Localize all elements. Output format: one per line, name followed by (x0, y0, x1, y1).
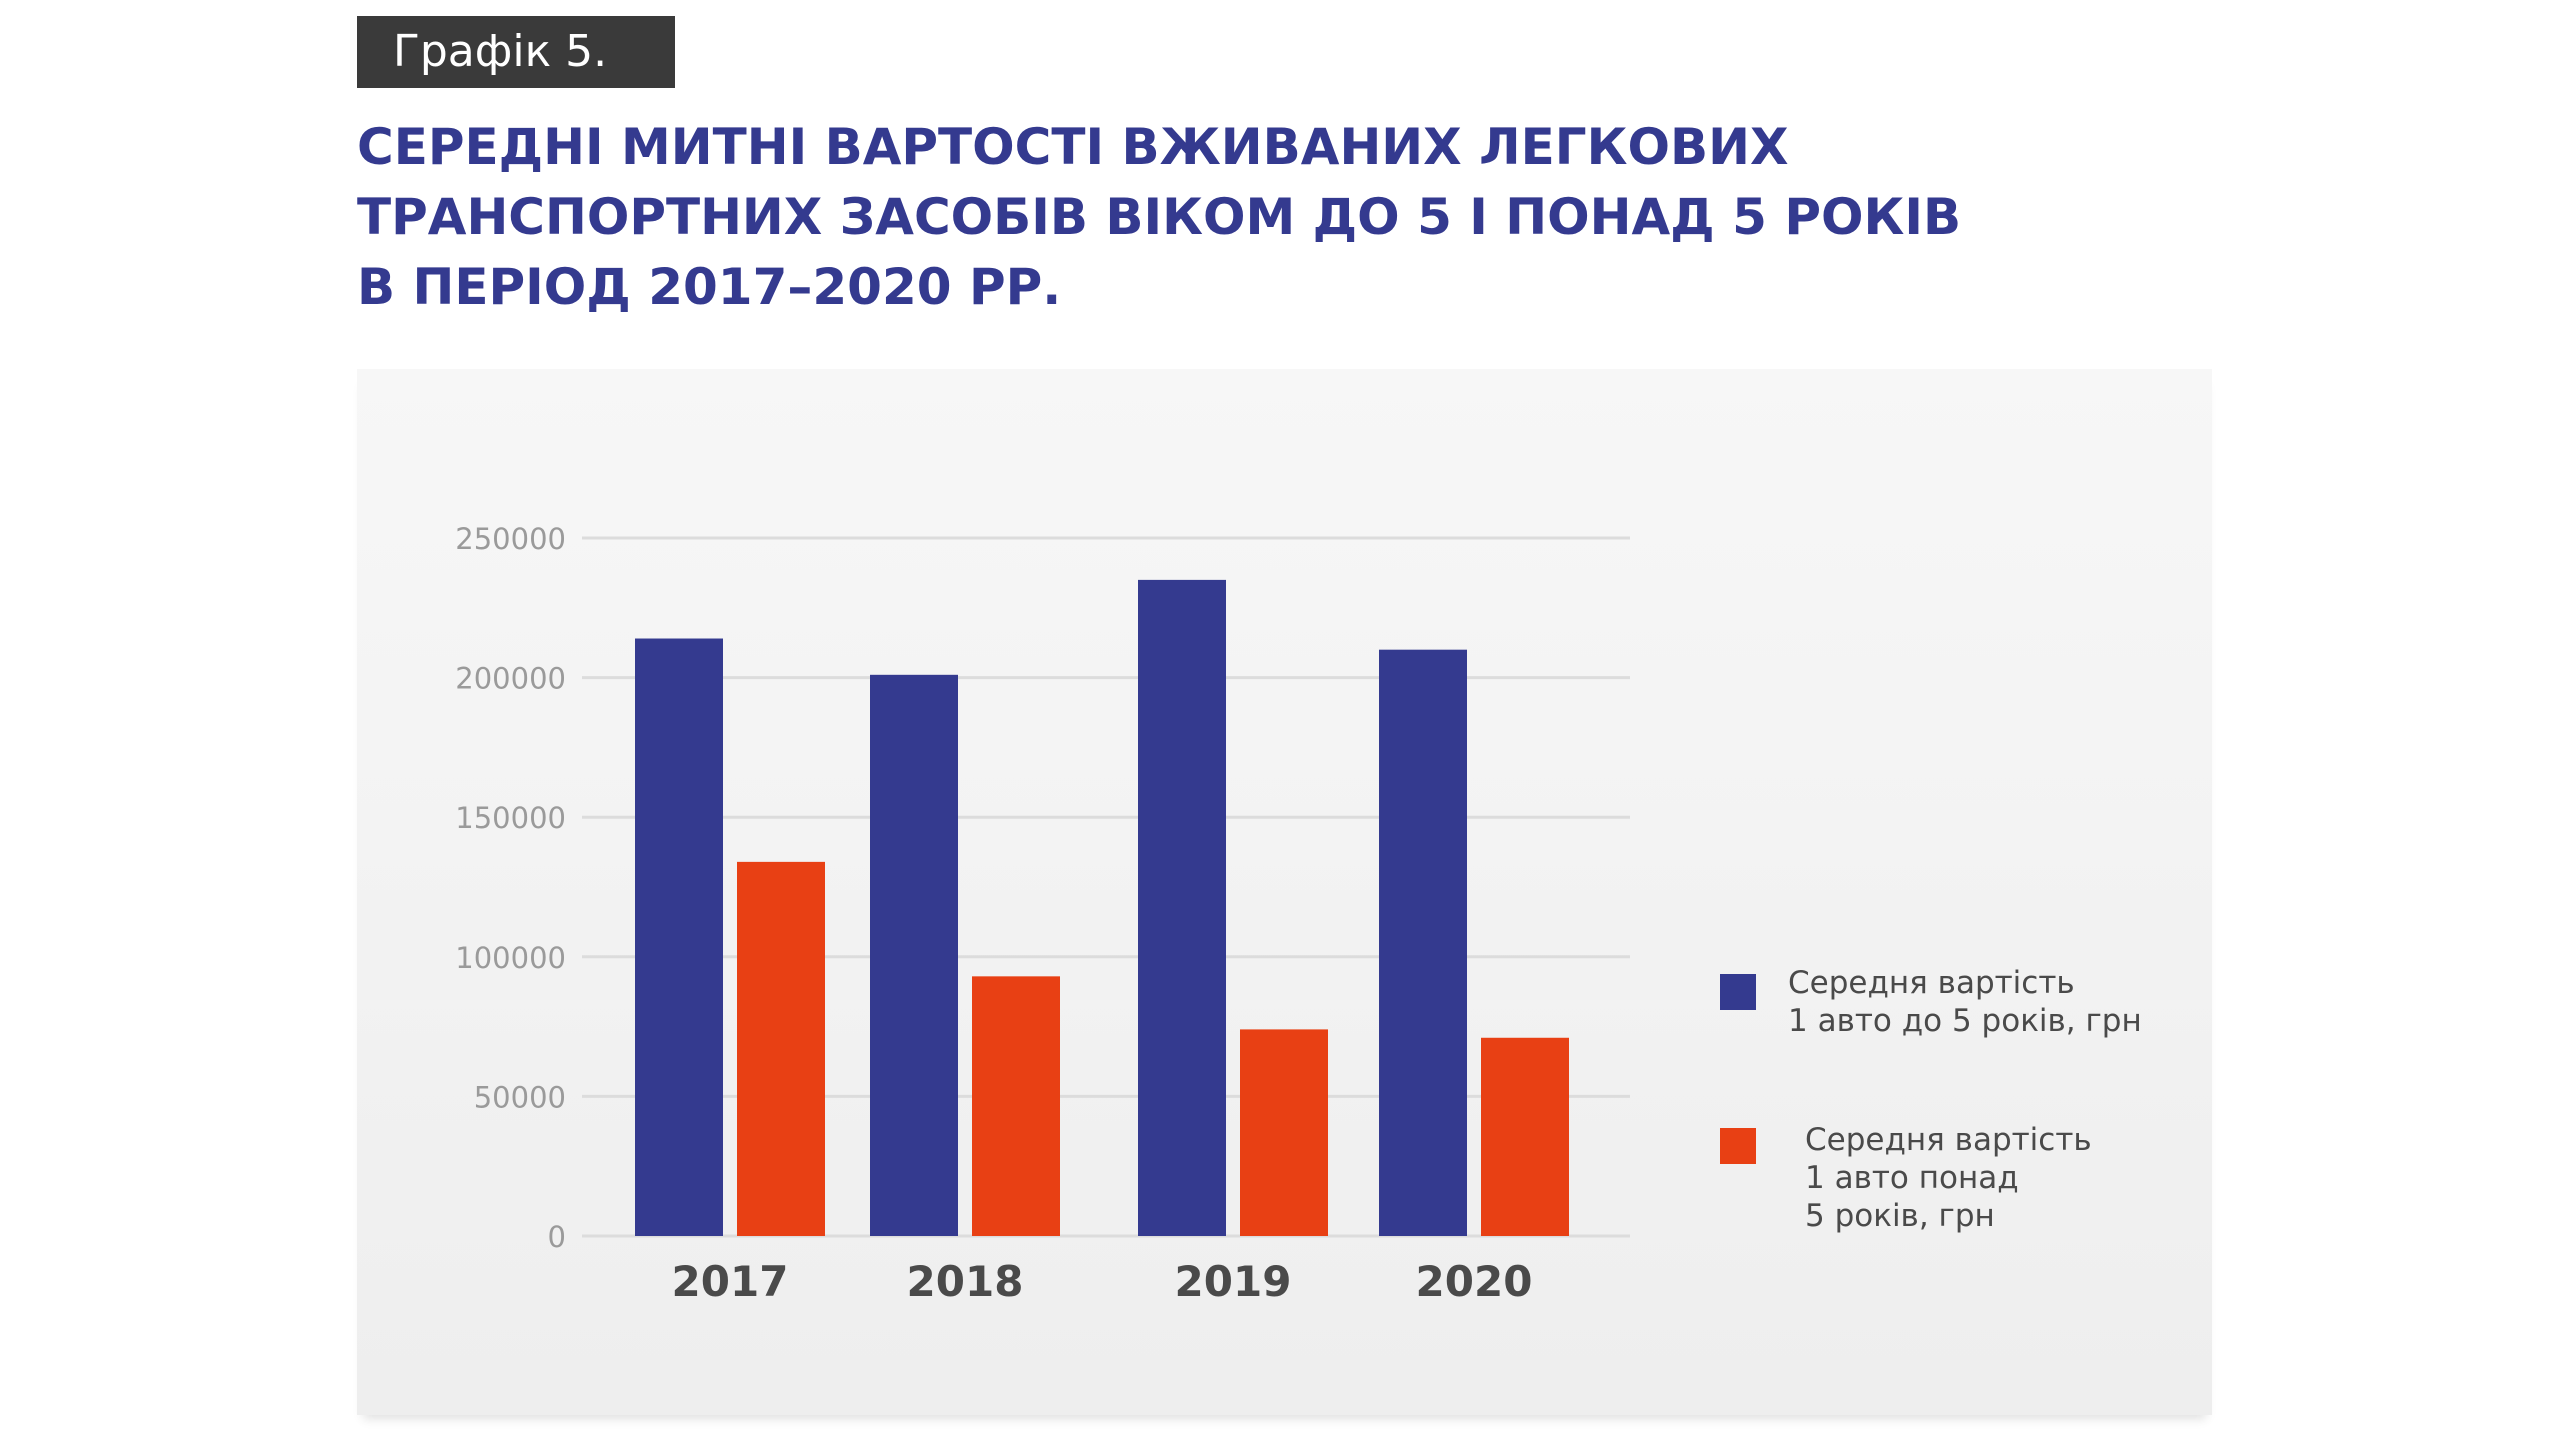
legend-label-series-1-line-2: 1 авто до 5 років, грн (1788, 1003, 2142, 1039)
chart-number-badge: Графік 5. (357, 16, 675, 88)
y-tick-label-4: 200000 (455, 662, 566, 696)
bar-2019-series-2 (1240, 1029, 1328, 1236)
legend-label-series-1-line-1: Середня вартість (1788, 965, 2075, 1001)
y-tick-label-3: 150000 (455, 801, 566, 835)
bar-2017-series-1 (635, 638, 723, 1236)
chart-title-line-2: ТРАНСПОРТНИХ ЗАСОБІВ ВІКОМ ДО 5 І ПОНАД … (357, 188, 1962, 246)
y-tick-label-2: 100000 (455, 941, 566, 975)
chart-bars (635, 579, 1569, 1236)
bar-2017-series-2 (737, 861, 825, 1236)
x-tick-label-2020: 2020 (1416, 1257, 1533, 1306)
chart-legend: Середня вартість 1 авто до 5 років, грн … (1720, 965, 2142, 1234)
legend-label-series-2-line-1: Середня вартість (1805, 1122, 2092, 1158)
chart-title-line-3: В ПЕРІОД 2017–2020 РР. (357, 258, 1062, 316)
bar-2020-series-1 (1379, 649, 1467, 1236)
legend-swatch-series-2 (1720, 1128, 1756, 1164)
legend-label-series-2-line-3: 5 років, грн (1805, 1198, 1995, 1234)
legend-swatch-series-1 (1720, 974, 1756, 1010)
chart-title: СЕРЕДНІ МИТНІ ВАРТОСТІ ВЖИВАНИХ ЛЕГКОВИХ… (357, 112, 2057, 322)
chart-title-line-1: СЕРЕДНІ МИТНІ ВАРТОСТІ ВЖИВАНИХ ЛЕГКОВИХ (357, 118, 1789, 176)
y-axis-tick-labels: 0 50000 100000 150000 200000 250000 (455, 522, 566, 1254)
legend-label-series-1: Середня вартість 1 авто до 5 років, грн (1788, 965, 2142, 1039)
y-tick-label-1: 50000 (474, 1080, 566, 1114)
bar-2020-series-2 (1481, 1037, 1569, 1236)
x-axis-tick-labels: 2017 2018 2019 2020 (672, 1257, 1533, 1306)
x-tick-label-2017: 2017 (672, 1257, 789, 1306)
x-tick-label-2018: 2018 (907, 1257, 1024, 1306)
y-tick-label-5: 250000 (455, 522, 566, 556)
x-tick-label-2019: 2019 (1175, 1257, 1292, 1306)
bar-2019-series-1 (1138, 579, 1226, 1236)
legend-label-series-2-line-2: 1 авто понад (1805, 1160, 2019, 1196)
y-tick-label-0: 0 (548, 1220, 566, 1254)
bar-2018-series-1 (870, 674, 958, 1236)
legend-label-series-2: Середня вартість 1 авто понад 5 років, г… (1805, 1122, 2102, 1234)
bar-2018-series-2 (972, 976, 1060, 1236)
